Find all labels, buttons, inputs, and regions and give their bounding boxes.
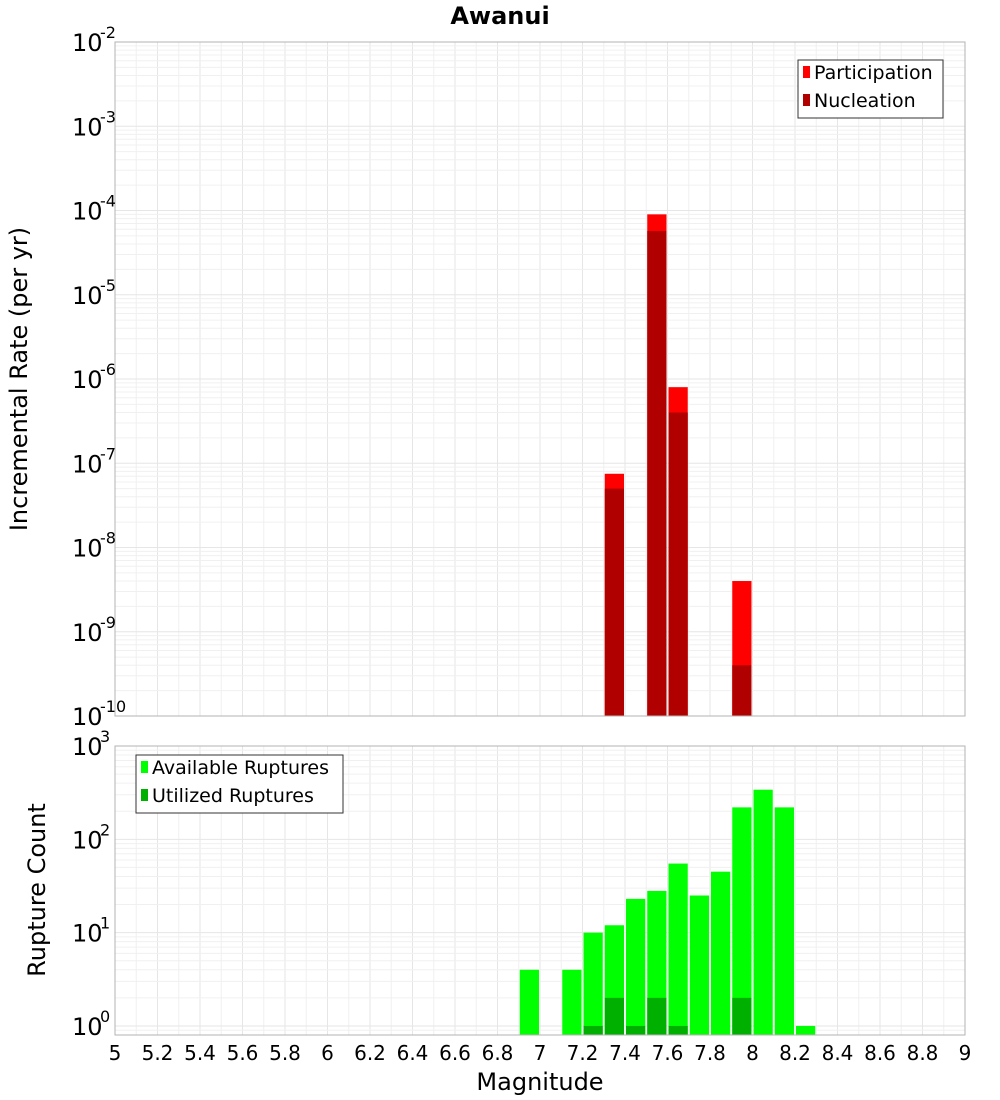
legend-swatch xyxy=(141,789,148,801)
legend-label: Available Ruptures xyxy=(152,757,329,779)
bottom-legend: Available Ruptures Utilized Ruptures xyxy=(135,754,344,814)
x-ticks: 5 5.2 5.4 5.6 5.8 6 6.2 6.4 6.6 6.8 7 7.2 7.4 7.6 7.8 8… xyxy=(109,1041,972,1065)
x-tick-label: 6.4 xyxy=(397,1041,429,1065)
x-tick-label: 7.6 xyxy=(652,1041,684,1065)
y-tick-exponent: -5 xyxy=(100,276,116,295)
y-tick-label: 10 xyxy=(72,366,103,394)
x-axis-label: Magnitude xyxy=(476,1068,603,1096)
bottom-bars xyxy=(519,789,816,1035)
y-tick-exponent: -6 xyxy=(100,360,116,379)
legend-box xyxy=(797,59,944,119)
legend-box xyxy=(135,754,344,814)
x-tick-label: 6 xyxy=(321,1041,334,1065)
y-tick-exponent: -3 xyxy=(100,107,116,126)
bottom-available-ruptures-bar xyxy=(668,863,688,1035)
bottom-grid xyxy=(114,745,966,1036)
x-tick-label: 8.6 xyxy=(864,1041,896,1065)
top-nucleation-bar xyxy=(604,488,624,716)
top-nucleation-bar xyxy=(647,231,667,716)
y-tick-label: 10 xyxy=(72,1013,103,1041)
top-bars xyxy=(604,214,752,716)
bottom-utilized-ruptures-bar xyxy=(626,1025,646,1035)
legend-label: Utilized Ruptures xyxy=(152,785,314,807)
legend-swatch xyxy=(803,94,810,106)
y-tick-label: 10 xyxy=(72,733,103,761)
bottom-utilized-ruptures-bar xyxy=(647,997,667,1035)
y-tick-label: 10 xyxy=(72,920,103,948)
bottom-utilized-ruptures-bar xyxy=(583,1025,603,1035)
top-plot-frame xyxy=(114,41,966,717)
x-tick-label: 5.4 xyxy=(184,1041,216,1065)
top-legend: Participation Nucleation xyxy=(797,59,944,119)
x-tick-label: 7.2 xyxy=(567,1041,599,1065)
bottom-utilized-ruptures-bar xyxy=(604,997,624,1035)
y-tick-exponent: -10 xyxy=(100,697,126,716)
bottom-available-ruptures-bar xyxy=(753,789,773,1035)
top-nucleation-bar xyxy=(732,665,752,716)
y-tick-exponent: 0 xyxy=(100,1007,110,1026)
bottom-available-ruptures-bar xyxy=(711,871,731,1035)
x-tick-label: 8.2 xyxy=(779,1041,811,1065)
x-tick-label: 6.2 xyxy=(354,1041,386,1065)
x-tick-label: 5.2 xyxy=(142,1041,174,1065)
x-tick-label: 5.6 xyxy=(227,1041,259,1065)
top-nucleation-bar xyxy=(668,412,688,716)
x-tick-label: 5.8 xyxy=(269,1041,301,1065)
bottom-plot-frame xyxy=(114,745,966,1036)
bottom-available-ruptures-bar xyxy=(796,1025,816,1035)
y-tick-label: 10 xyxy=(72,535,103,563)
y-tick-exponent: 2 xyxy=(100,820,110,839)
x-tick-label: 6.8 xyxy=(482,1041,514,1065)
x-tick-label: 7.4 xyxy=(609,1041,641,1065)
y-tick-exponent: -2 xyxy=(100,23,116,42)
bottom-available-ruptures-bar xyxy=(583,932,603,1035)
y-tick-label: 10 xyxy=(72,29,103,57)
legend-label: Participation xyxy=(814,62,933,84)
x-tick-label: 8.8 xyxy=(907,1041,939,1065)
x-tick-label: 7 xyxy=(534,1041,547,1065)
top-grid xyxy=(114,41,966,717)
bottom-available-ruptures-bar xyxy=(626,898,646,1035)
x-tick-label: 6.6 xyxy=(439,1041,471,1065)
x-tick-label: 9 xyxy=(959,1041,972,1065)
bottom-available-ruptures-bar xyxy=(774,807,794,1035)
x-tick-label: 5 xyxy=(109,1041,122,1065)
bottom-utilized-ruptures-bar xyxy=(668,1025,688,1035)
bottom-available-ruptures-bar xyxy=(562,969,582,1035)
y-tick-label: 10 xyxy=(72,282,103,310)
y-tick-label: 10 xyxy=(72,113,103,141)
legend-swatch xyxy=(803,66,810,78)
y-tick-label: 10 xyxy=(72,450,103,478)
x-tick-label: 7.8 xyxy=(694,1041,726,1065)
bottom-available-ruptures-bar xyxy=(732,807,752,1035)
x-tick-label: 8 xyxy=(746,1041,759,1065)
y-tick-label: 10 xyxy=(72,826,103,854)
y-tick-label: 10 xyxy=(72,619,103,647)
y-tick-label: 10 xyxy=(72,198,103,226)
y-tick-exponent: -8 xyxy=(100,529,116,548)
y-tick-exponent: 1 xyxy=(100,914,110,933)
bottom-available-ruptures-bar xyxy=(689,895,709,1035)
y-tick-exponent: -4 xyxy=(100,192,116,211)
bottom-available-ruptures-bar xyxy=(519,969,539,1035)
x-tick-label: 8.4 xyxy=(822,1041,854,1065)
bottom-y-axis-label: Rupture Count xyxy=(23,803,51,977)
legend-label: Nucleation xyxy=(814,90,916,112)
top-y-axis-label: Incremental Rate (per yr) xyxy=(5,227,33,531)
chart-title: Awanui xyxy=(450,2,549,30)
bottom-utilized-ruptures-bar xyxy=(732,997,752,1035)
y-tick-exponent: -9 xyxy=(100,613,116,632)
y-tick-exponent: 3 xyxy=(100,727,110,746)
legend-swatch xyxy=(141,761,148,773)
y-tick-exponent: -7 xyxy=(100,444,116,463)
y-tick-label: 10 xyxy=(72,703,103,731)
